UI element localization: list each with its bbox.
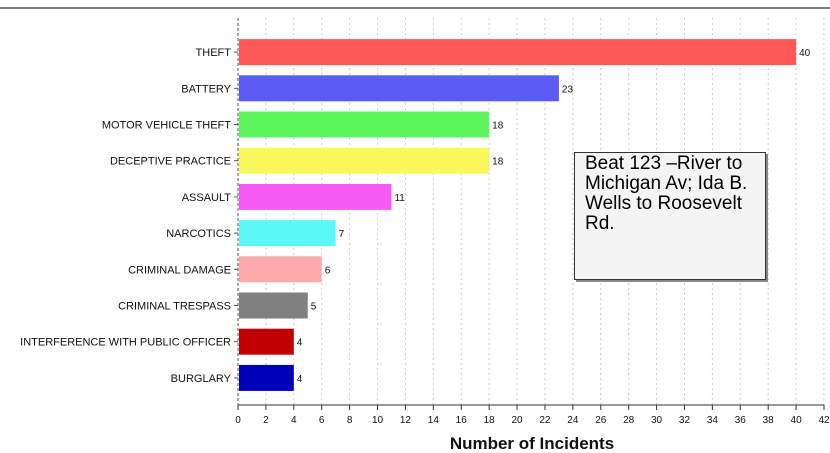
x-tick-label: 18 <box>484 415 496 426</box>
bar <box>239 111 490 138</box>
bar <box>239 220 336 247</box>
category-labels: THEFT BATTERY MOTOR VEHICLE THEFT DECEPTIVE… <box>20 47 238 385</box>
x-tick-label: 2 <box>263 415 269 426</box>
x-tick-label: 12 <box>400 415 412 426</box>
x-tick-label: 32 <box>679 415 691 426</box>
bar <box>239 39 797 66</box>
bar <box>239 364 294 391</box>
value-label: 4 <box>297 338 303 349</box>
category-label: BURGLARY <box>171 373 232 385</box>
bar <box>239 256 322 283</box>
value-label: 23 <box>562 84 574 95</box>
x-tick-label: 24 <box>567 415 579 426</box>
value-label: 18 <box>492 121 504 132</box>
x-tick-label: 4 <box>291 415 297 426</box>
category-label: THEFT <box>196 47 232 59</box>
x-tick-label: 42 <box>818 415 830 426</box>
category-label: NARCOTICS <box>166 228 231 240</box>
category-label: INTERFERENCE WITH PUBLIC OFFICER <box>20 337 231 349</box>
value-label: 4 <box>297 374 303 385</box>
x-tick-label: 20 <box>511 415 523 426</box>
x-tick-label: 34 <box>707 415 719 426</box>
category-label: CRIMINAL TRESPASS <box>118 301 231 313</box>
x-tick-label: 26 <box>595 415 607 426</box>
bar <box>239 183 392 210</box>
value-label: 6 <box>325 265 331 276</box>
x-axis-title: Number of Incidents <box>450 434 614 453</box>
x-tick-label: 28 <box>623 415 635 426</box>
x-tick-label: 0 <box>235 415 241 426</box>
value-label: 40 <box>799 48 811 59</box>
bar <box>239 328 294 355</box>
category-label: DECEPTIVE PRACTICE <box>110 156 231 168</box>
x-tick-label: 16 <box>456 415 468 426</box>
bar <box>239 75 559 102</box>
bars <box>239 39 797 391</box>
x-tick-label: 6 <box>319 415 325 426</box>
value-labels: 40 23 18 18 11 7 6 5 4 4 <box>297 48 811 385</box>
bar <box>239 147 490 174</box>
x-tick-label: 40 <box>791 415 803 426</box>
x-tick-label: 36 <box>735 415 747 426</box>
value-label: 7 <box>339 229 345 240</box>
x-tick-label: 22 <box>539 415 551 426</box>
x-tick-label: 38 <box>763 415 775 426</box>
bar <box>239 292 308 319</box>
value-label: 5 <box>311 302 317 313</box>
category-label: CRIMINAL DAMAGE <box>128 264 231 276</box>
x-axis-ticks: 0 2 4 6 8 10 12 14 16 18 20 22 24 26 28 30 32 34 36 38 40 42 <box>235 405 830 426</box>
category-label: ASSAULT <box>182 192 232 204</box>
x-tick-label: 8 <box>347 415 353 426</box>
beat-annotation-box: Beat 123 –River to Michigan Av; Ida B. W… <box>574 152 766 280</box>
value-label: 11 <box>394 193 405 204</box>
value-label: 18 <box>492 157 504 168</box>
x-tick-label: 14 <box>428 415 440 426</box>
category-label: MOTOR VEHICLE THEFT <box>102 120 231 132</box>
category-label: BATTERY <box>181 83 231 95</box>
x-tick-label: 30 <box>651 415 663 426</box>
x-tick-label: 10 <box>372 415 384 426</box>
